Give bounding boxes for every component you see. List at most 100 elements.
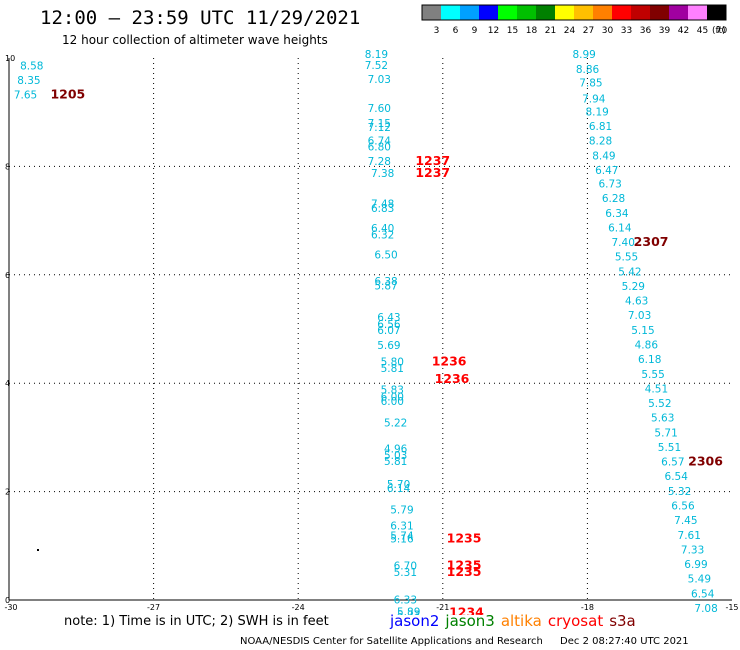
swh-label: 6.00 — [381, 392, 404, 404]
swh-label: 6.28 — [602, 193, 625, 205]
x-tick-label: -18 — [581, 603, 594, 612]
timestamp: Dec 2 08:27:40 UTC 2021 — [560, 636, 689, 647]
time-label: 1237 — [415, 165, 450, 180]
colorbar-swatch — [574, 5, 593, 20]
swh-label: 7.61 — [678, 530, 701, 542]
colorbar-unit: (ft) — [712, 26, 726, 36]
time-label: 2306 — [688, 454, 723, 469]
swh-label: 8.19 — [365, 49, 388, 61]
swh-label: 5.79 — [390, 504, 413, 516]
colorbar-label: 21 — [545, 26, 556, 36]
time-label: 1205 — [50, 87, 85, 102]
wave-height-map: -30 -27 -24 -21 -18 -15 0 2 4 6 8 10 8.58 8.35 7.65 120… — [4, 49, 738, 615]
swh-label: 8.19 — [585, 106, 608, 118]
swh-label: 7.28 — [368, 156, 391, 168]
swh-label: 6.40 — [371, 223, 394, 235]
swh-label: 8.35 — [17, 75, 40, 87]
swh-label: 6.31 — [390, 521, 413, 533]
time-label: 1234 — [449, 604, 484, 615]
swh-label: 5.63 — [651, 413, 674, 425]
colorbar-label: 6 — [453, 26, 459, 36]
swh-label: 8.49 — [592, 150, 615, 162]
colorbar-swatch — [593, 5, 612, 20]
x-tick-label: -27 — [147, 603, 160, 612]
swh-label: 6.07 — [377, 325, 400, 337]
colorbar-label: 24 — [564, 26, 576, 36]
swh-label: 6.57 — [661, 457, 684, 469]
swh-label: 5.15 — [631, 325, 654, 337]
swh-label: 5.42 — [618, 266, 641, 278]
colorbar-swatch — [555, 5, 574, 20]
legend-cryosat: cryosat — [547, 612, 604, 630]
credit: NOAA/NESDIS Center for Satellite Applica… — [240, 636, 543, 647]
colorbar-label: 9 — [472, 26, 478, 36]
colorbar-swatch — [631, 5, 650, 20]
colorbar-swatch — [669, 5, 688, 20]
swh-label: 7.85 — [579, 78, 602, 90]
swh-label: 6.73 — [598, 179, 621, 191]
swh-label: 6.50 — [374, 250, 397, 262]
swh-label: 6.54 — [691, 588, 715, 600]
time-label: 1235 — [447, 531, 482, 546]
swh-label: 6.14 — [608, 222, 632, 234]
swh-label: 6.38 — [374, 276, 397, 288]
swh-label: 5.29 — [622, 281, 645, 293]
legend-jason3: jason3 — [445, 612, 495, 630]
swh-label: 5.55 — [615, 252, 638, 264]
swh-label: 5.55 — [641, 369, 664, 381]
colorbar-swatch — [707, 5, 726, 20]
colorbar-swatch — [688, 5, 707, 20]
swh-label: 7.03 — [628, 310, 651, 322]
swh-label: 8.28 — [589, 136, 612, 148]
y-tick-label: 0 — [5, 596, 10, 605]
swh-label: 5.73 — [397, 609, 420, 615]
swh-label: 8.99 — [572, 49, 595, 61]
swh-label: 6.32 — [371, 229, 394, 241]
colorbar-swatch — [612, 5, 631, 20]
legend-s3a: s3a — [609, 612, 636, 630]
colorbar-swatch — [498, 5, 517, 20]
swh-label: 7.33 — [681, 544, 704, 556]
swh-label: 5.69 — [377, 340, 400, 352]
y-tick-label: 2 — [5, 488, 10, 497]
colorbar-label: 45 — [697, 26, 708, 36]
swh-label: 6.14 — [387, 483, 411, 495]
swh-label: 4.96 — [384, 444, 408, 456]
legend-jason2: jason2 — [390, 612, 440, 630]
x-tick-label: -24 — [292, 603, 305, 612]
swh-label: 7.65 — [14, 90, 37, 102]
swh-label: 6.81 — [589, 121, 612, 133]
swh-label: 7.38 — [371, 168, 394, 180]
colorbar-label: 39 — [659, 26, 671, 36]
colorbar-label: 70 — [716, 26, 728, 36]
time-label: 1236 — [432, 353, 467, 368]
colorbar-label: 27 — [583, 26, 594, 36]
swh-label: 6.54 — [665, 471, 689, 483]
swh-label: 5.49 — [688, 574, 711, 586]
swh-label: 5.51 — [658, 442, 681, 454]
swh-label: 8.86 — [576, 64, 600, 76]
swh-label: 7.15 — [368, 118, 391, 130]
colorbar-swatch — [460, 5, 479, 20]
swh-label: 6.83 — [371, 203, 394, 215]
swh-label: 7.12 — [368, 122, 391, 134]
swh-label: 6.56 — [377, 319, 401, 331]
swh-label: 5.87 — [374, 280, 397, 292]
swh-label: 6.33 — [394, 594, 417, 606]
colorbar-label: 42 — [678, 26, 689, 36]
swh-label: 6.43 — [377, 312, 400, 324]
swh-label: 5.71 — [654, 427, 677, 439]
colorbar-label: 30 — [602, 26, 614, 36]
colorbar-swatch — [536, 5, 555, 20]
swh-label: 5.89 — [397, 607, 420, 615]
x-tick-label: -30 — [4, 603, 17, 612]
legend-altika: altika — [500, 612, 542, 630]
swh-label: 5.80 — [381, 356, 404, 368]
swh-label: 5.70 — [387, 479, 410, 491]
satellite-legend: jason2 jason3 altika cryosat s3a — [390, 612, 642, 630]
swh-label: 6.18 — [638, 354, 661, 366]
swh-label: 7.60 — [368, 103, 391, 115]
swh-label: 7.48 — [371, 199, 394, 211]
swh-label: 5.81 — [381, 363, 404, 375]
swh-label: 6.34 — [605, 208, 629, 220]
